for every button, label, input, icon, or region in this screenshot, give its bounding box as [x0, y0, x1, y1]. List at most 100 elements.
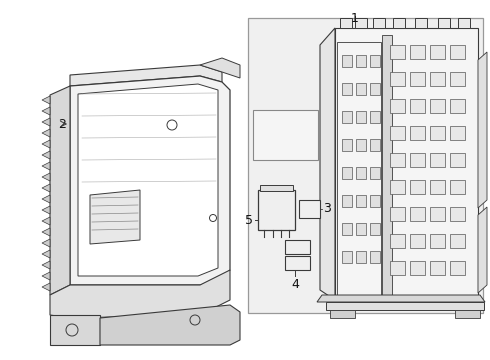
Bar — [450, 72, 465, 86]
Polygon shape — [42, 184, 50, 192]
Bar — [410, 99, 425, 113]
Bar — [450, 126, 465, 140]
Polygon shape — [50, 315, 100, 345]
Bar — [450, 234, 465, 248]
Polygon shape — [50, 86, 70, 295]
Text: 1: 1 — [351, 12, 359, 25]
Polygon shape — [258, 190, 295, 230]
Bar — [390, 261, 405, 275]
Polygon shape — [70, 65, 222, 86]
Bar — [342, 251, 352, 263]
Bar — [342, 223, 352, 235]
Polygon shape — [50, 270, 230, 318]
Polygon shape — [200, 58, 240, 78]
Polygon shape — [42, 261, 50, 269]
Bar — [430, 153, 445, 167]
Bar — [450, 153, 465, 167]
Text: 3: 3 — [323, 202, 331, 215]
Bar — [370, 139, 380, 151]
Polygon shape — [326, 302, 484, 310]
Polygon shape — [42, 107, 50, 115]
Bar — [342, 111, 352, 123]
Polygon shape — [42, 228, 50, 236]
Bar — [370, 251, 380, 263]
Polygon shape — [42, 96, 50, 104]
Bar — [356, 55, 366, 67]
Bar — [342, 83, 352, 95]
Bar — [342, 167, 352, 179]
Polygon shape — [42, 250, 50, 258]
Polygon shape — [42, 272, 50, 280]
Polygon shape — [299, 200, 320, 218]
Polygon shape — [335, 28, 478, 300]
Polygon shape — [382, 35, 392, 295]
Bar — [410, 207, 425, 221]
Text: 2: 2 — [58, 117, 66, 131]
Bar — [410, 72, 425, 86]
Bar — [370, 167, 380, 179]
Bar — [410, 126, 425, 140]
Polygon shape — [285, 240, 310, 254]
Bar — [390, 180, 405, 194]
Polygon shape — [42, 162, 50, 170]
Polygon shape — [253, 110, 318, 160]
Bar — [390, 126, 405, 140]
Bar — [410, 234, 425, 248]
Polygon shape — [260, 185, 293, 191]
Polygon shape — [478, 207, 487, 293]
Bar — [356, 111, 366, 123]
Polygon shape — [42, 151, 50, 159]
Polygon shape — [340, 18, 352, 28]
Bar — [370, 223, 380, 235]
Bar — [390, 72, 405, 86]
Text: 4: 4 — [291, 278, 299, 291]
Bar — [450, 261, 465, 275]
Text: 5: 5 — [245, 213, 253, 226]
Polygon shape — [42, 195, 50, 203]
Bar — [430, 180, 445, 194]
Polygon shape — [42, 140, 50, 148]
Bar — [430, 99, 445, 113]
Polygon shape — [317, 295, 485, 302]
Polygon shape — [415, 18, 427, 28]
Polygon shape — [42, 283, 50, 291]
Bar — [430, 207, 445, 221]
Bar — [390, 153, 405, 167]
Bar — [430, 45, 445, 59]
Bar — [356, 139, 366, 151]
Polygon shape — [42, 239, 50, 247]
Polygon shape — [100, 305, 240, 345]
Polygon shape — [458, 18, 470, 28]
Polygon shape — [478, 52, 487, 208]
Bar — [410, 153, 425, 167]
Bar — [390, 207, 405, 221]
Polygon shape — [42, 173, 50, 181]
Bar — [248, 18, 483, 313]
Bar — [450, 45, 465, 59]
Bar — [430, 126, 445, 140]
Bar — [356, 223, 366, 235]
Polygon shape — [70, 76, 230, 285]
Bar — [430, 72, 445, 86]
Bar — [356, 251, 366, 263]
Bar — [370, 195, 380, 207]
Bar — [342, 139, 352, 151]
Bar — [390, 234, 405, 248]
Bar — [430, 234, 445, 248]
Polygon shape — [90, 190, 140, 244]
Polygon shape — [355, 18, 367, 28]
Bar — [390, 45, 405, 59]
Bar — [342, 55, 352, 67]
Polygon shape — [42, 206, 50, 214]
Bar — [356, 83, 366, 95]
Polygon shape — [330, 310, 355, 318]
Polygon shape — [42, 217, 50, 225]
Polygon shape — [455, 310, 480, 318]
Bar — [390, 99, 405, 113]
Polygon shape — [320, 28, 335, 300]
Bar — [410, 180, 425, 194]
Bar — [450, 99, 465, 113]
Bar — [410, 45, 425, 59]
Bar — [370, 111, 380, 123]
Bar — [356, 195, 366, 207]
